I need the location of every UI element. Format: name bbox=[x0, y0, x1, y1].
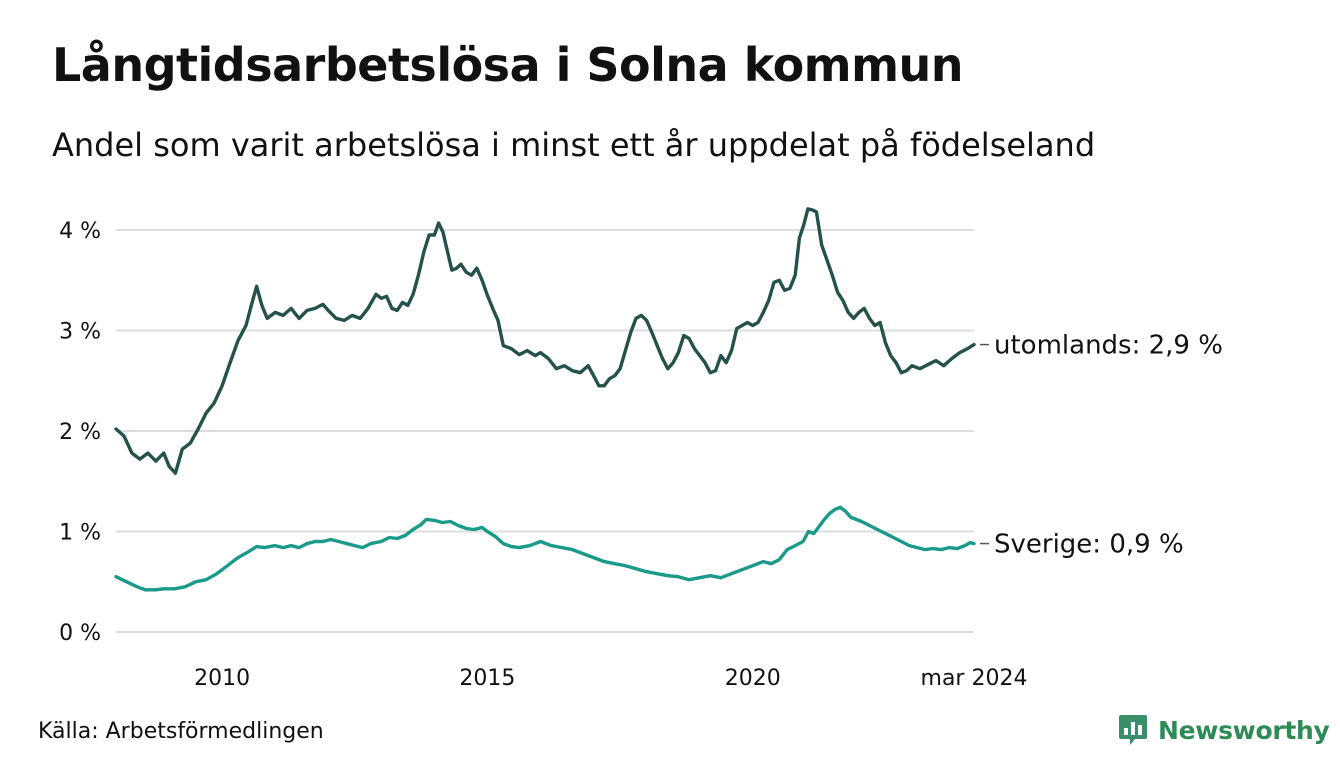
source-note: Källa: Arbetsförmedlingen bbox=[38, 719, 324, 744]
y-tick-label: 2 % bbox=[59, 420, 101, 445]
brand-logo: Newsworthy bbox=[1118, 712, 1330, 748]
brand-name: Newsworthy bbox=[1158, 715, 1330, 745]
series-end-labels: utomlands: 2,9 % Sverige: 0,9 % bbox=[980, 331, 1223, 560]
chart-subtitle: Andel som varit arbetslösa i minst ett å… bbox=[52, 126, 1096, 164]
y-tick-label: 3 % bbox=[59, 320, 101, 345]
x-tick-label: 2010 bbox=[194, 666, 250, 691]
grid-lines bbox=[116, 229, 974, 633]
newsworthy-logo-icon bbox=[1119, 715, 1147, 745]
x-axis-ticks: 2010 2015 2020 mar 2024 bbox=[194, 666, 1027, 691]
y-tick-label: 0 % bbox=[59, 621, 101, 646]
series-line-sverige bbox=[114, 505, 976, 592]
series-lines bbox=[114, 207, 976, 592]
series-line-utomlands bbox=[114, 207, 976, 475]
y-axis-ticks: 0 % 1 % 2 % 3 % 4 % bbox=[59, 219, 101, 646]
series-end-label-utomlands: utomlands: 2,9 % bbox=[994, 331, 1223, 361]
series-end-label-sverige: Sverige: 0,9 % bbox=[994, 530, 1184, 560]
y-tick-label: 1 % bbox=[59, 521, 101, 546]
x-tick-label: 2020 bbox=[725, 666, 781, 691]
y-tick-label: 4 % bbox=[59, 219, 101, 244]
chart-title: Långtidsarbetslösa i Solna kommun bbox=[52, 38, 964, 92]
x-tick-label: mar 2024 bbox=[921, 666, 1028, 691]
x-tick-label: 2015 bbox=[459, 666, 515, 691]
